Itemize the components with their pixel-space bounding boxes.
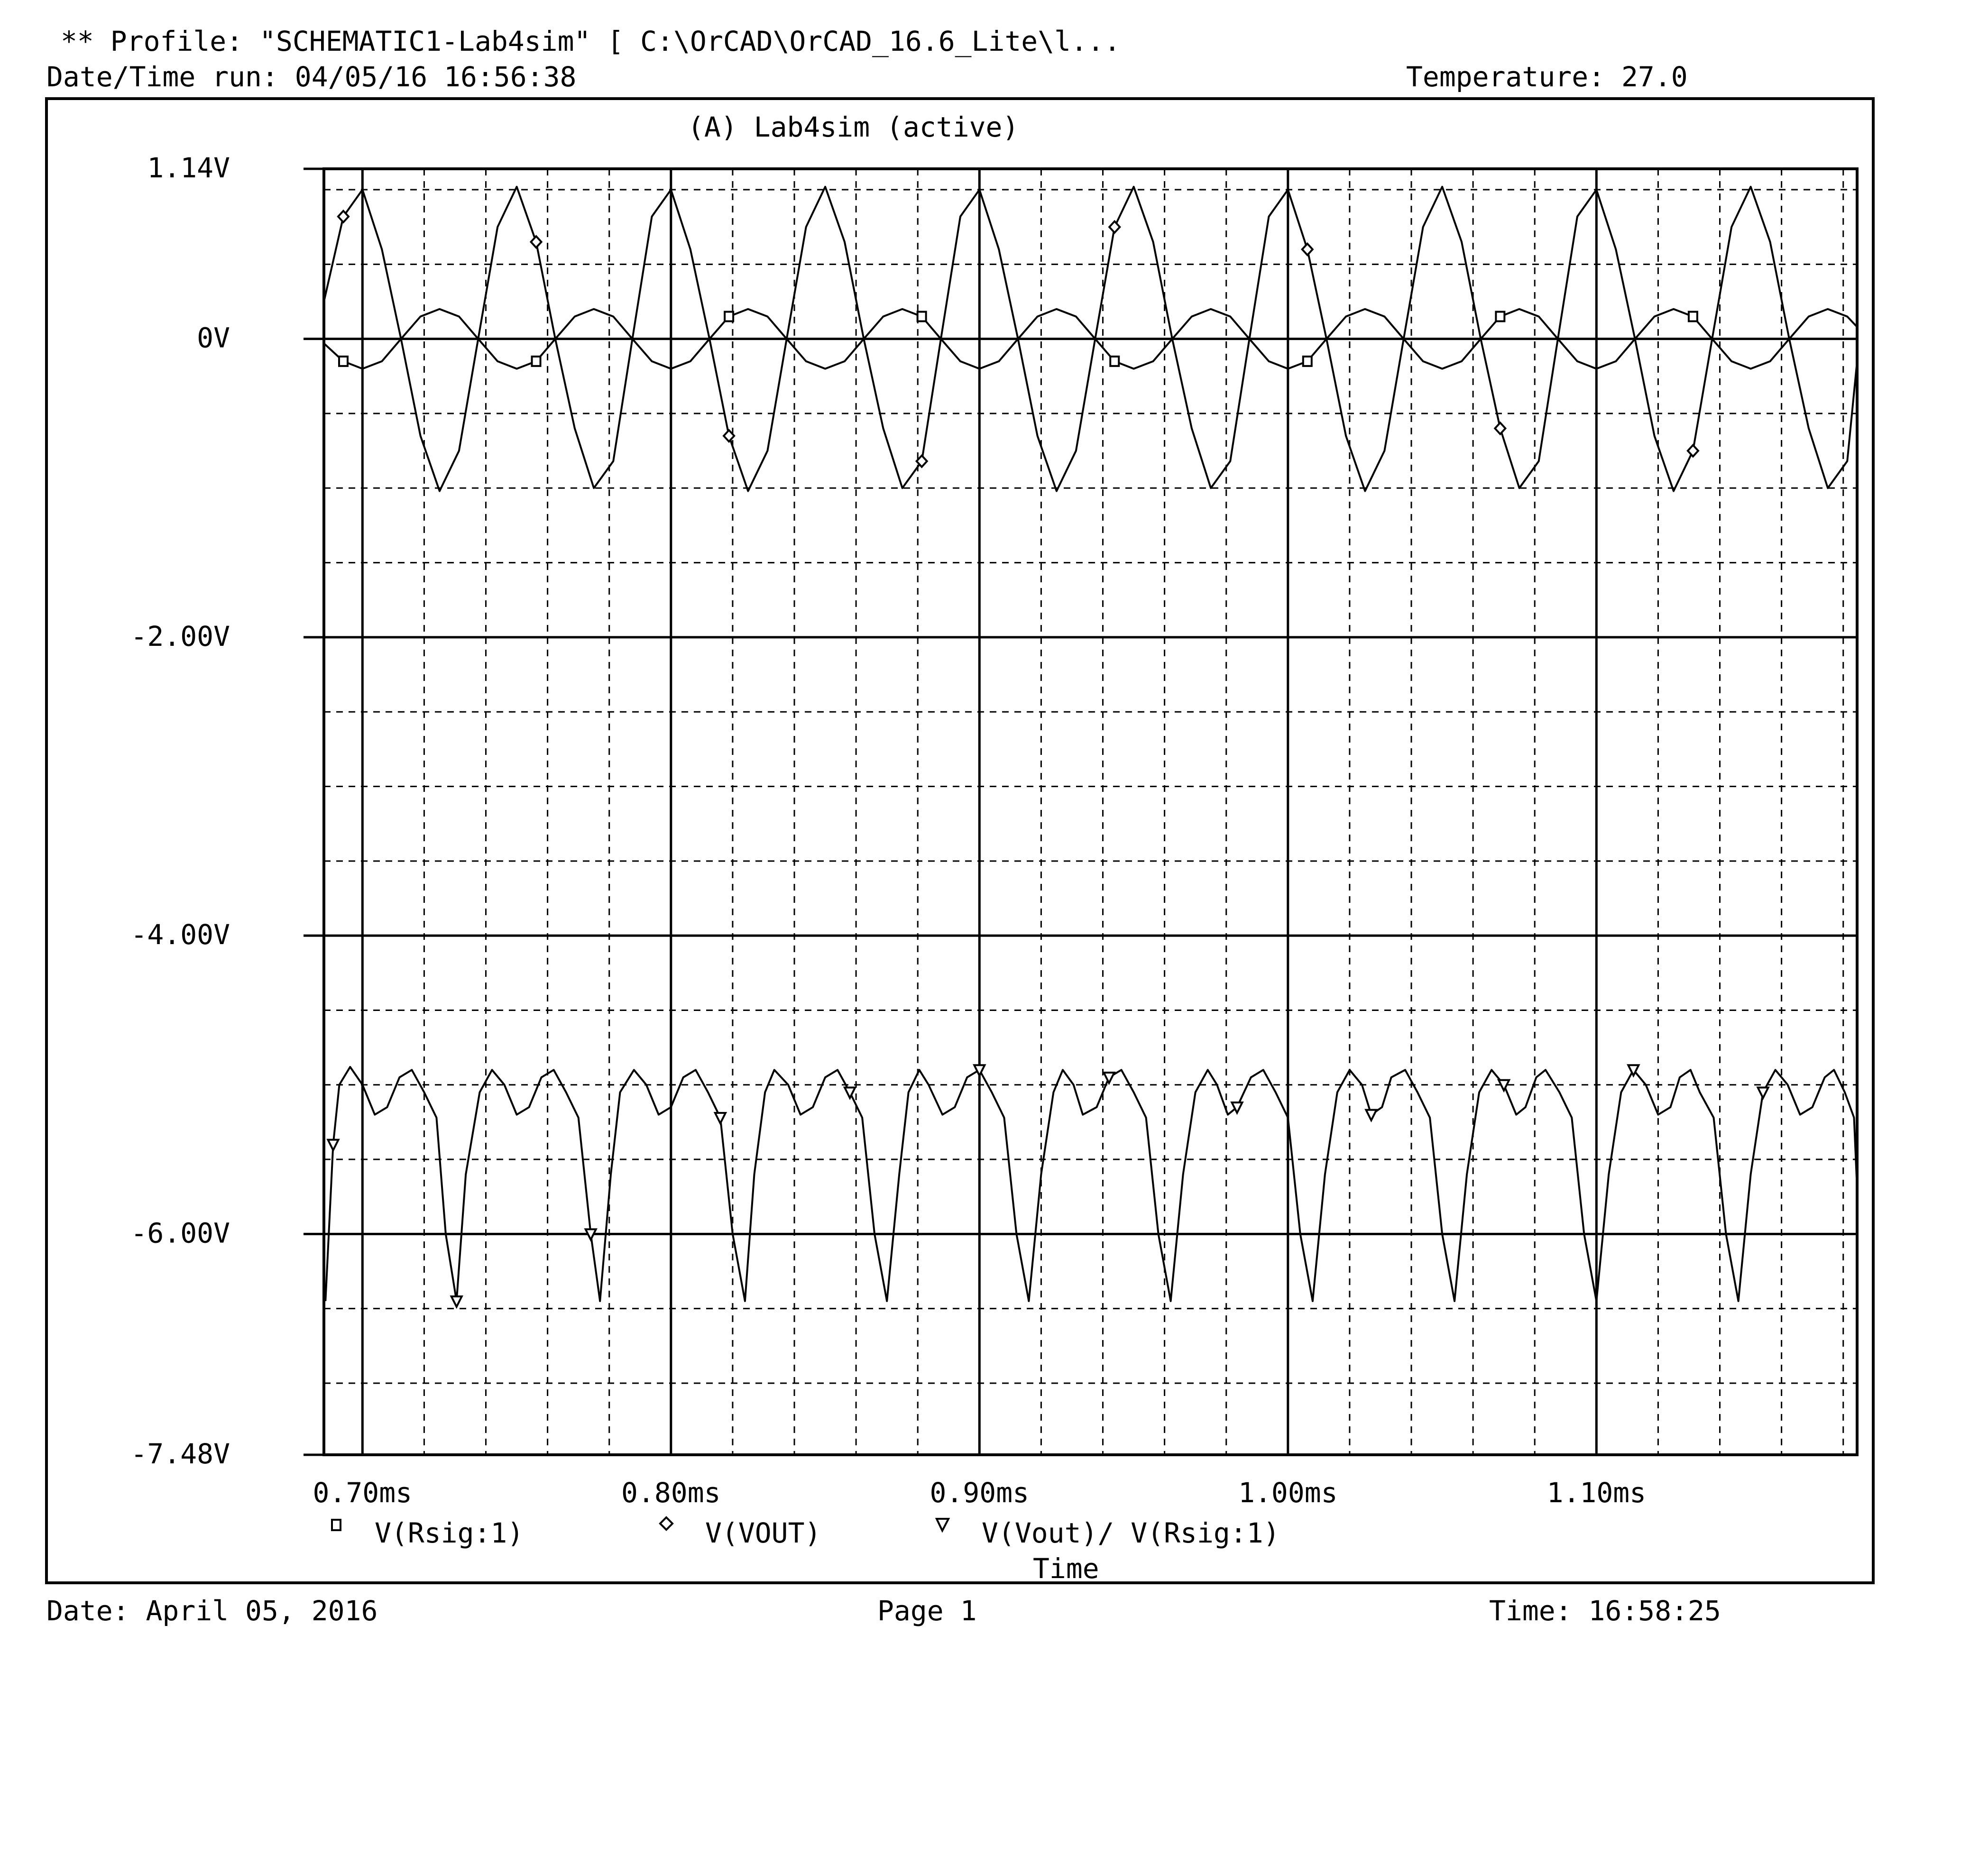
x-tick-label: 0.90ms bbox=[930, 1477, 1030, 1509]
series-ratio-marker bbox=[1102, 1072, 1116, 1085]
series-rsig-marker bbox=[531, 355, 542, 367]
plot-title: (A) Lab4sim (active) bbox=[688, 111, 1019, 143]
series-rsig-marker bbox=[1687, 311, 1698, 322]
series-ratio-marker bbox=[584, 1228, 598, 1242]
profile-header: ** Profile: "SCHEMATIC1-Lab4sim" [ C:\Or… bbox=[61, 25, 1121, 57]
x-tick-label: 1.00ms bbox=[1238, 1477, 1338, 1509]
series-markers bbox=[326, 209, 1770, 1309]
series-vout-marker bbox=[915, 454, 929, 468]
y-tick-label: -2.00V bbox=[130, 620, 230, 652]
series-vout-marker bbox=[722, 429, 736, 443]
series-vout-marker bbox=[1686, 443, 1700, 458]
grid-lines bbox=[304, 167, 1857, 1455]
series-ratio-marker bbox=[450, 1295, 463, 1309]
axis-ticks: 1.14V 0V -2.00V -4.00V -6.00V -7.48V 0.70ms 0.8… bbox=[130, 152, 1646, 1509]
series-ratio-line bbox=[324, 1066, 1858, 1302]
series-ratio-marker bbox=[326, 1139, 340, 1153]
series-rsig-marker bbox=[724, 311, 735, 322]
legend-marker-triangle bbox=[935, 1518, 950, 1533]
footer-date: Date: April 05, 2016 bbox=[46, 1595, 377, 1627]
y-tick-label: 0V bbox=[197, 322, 230, 354]
series-vout-marker bbox=[529, 235, 543, 249]
legend-label-vout: V(VOUT) bbox=[705, 1517, 821, 1549]
datetime-run: Date/Time run: 04/05/16 16:56:38 bbox=[46, 61, 576, 93]
legend: V(Rsig:1) V(VOUT) V(Vout)/ V(Rsig:1) bbox=[331, 1516, 1280, 1549]
footer-page: Page 1 bbox=[877, 1595, 977, 1627]
series-ratio-marker bbox=[1756, 1086, 1770, 1100]
series-rsig-marker bbox=[916, 311, 927, 322]
series-ratio-marker bbox=[713, 1111, 727, 1126]
legend-marker-diamond bbox=[659, 1516, 674, 1531]
series-vout-marker bbox=[1108, 220, 1121, 234]
series-vout-marker bbox=[1301, 242, 1314, 257]
series-ratio-marker bbox=[1497, 1079, 1511, 1093]
series-ratio-marker bbox=[1230, 1101, 1244, 1115]
series-ratio-marker bbox=[973, 1064, 986, 1078]
legend-label-ratio: V(Vout)/ V(Rsig:1) bbox=[982, 1517, 1280, 1549]
y-tick-label: -4.00V bbox=[130, 918, 230, 951]
series-rsig-marker bbox=[1109, 355, 1120, 367]
y-tick-label: -7.48V bbox=[130, 1438, 230, 1470]
series-rsig-marker bbox=[338, 355, 349, 367]
series-vout-line bbox=[323, 185, 1858, 492]
x-axis-label: Time bbox=[1033, 1552, 1099, 1585]
footer-time: Time: 16:58:25 bbox=[1489, 1595, 1721, 1627]
series-ratio-marker bbox=[1364, 1109, 1378, 1123]
x-tick-label: 0.70ms bbox=[313, 1477, 413, 1509]
series-ratio-marker bbox=[843, 1086, 857, 1100]
y-tick-label: -6.00V bbox=[130, 1217, 230, 1249]
series-rsig-marker bbox=[1495, 311, 1506, 322]
x-tick-label: 1.10ms bbox=[1547, 1477, 1647, 1509]
series-ratio-marker bbox=[1627, 1064, 1640, 1078]
plot-area-border bbox=[322, 167, 1859, 1456]
plot-frame bbox=[45, 97, 1875, 1584]
x-tick-label: 0.80ms bbox=[621, 1477, 721, 1509]
y-tick-label: 1.14V bbox=[147, 152, 230, 184]
temperature-label: Temperature: 27.0 bbox=[1406, 61, 1688, 93]
series-rsig-marker bbox=[1302, 355, 1313, 367]
legend-label-rsig: V(Rsig:1) bbox=[375, 1517, 524, 1549]
series-lines bbox=[323, 185, 1858, 1302]
legend-marker-square bbox=[331, 1519, 341, 1531]
series-vout-marker bbox=[1493, 421, 1507, 436]
series-vout-marker bbox=[337, 209, 350, 224]
